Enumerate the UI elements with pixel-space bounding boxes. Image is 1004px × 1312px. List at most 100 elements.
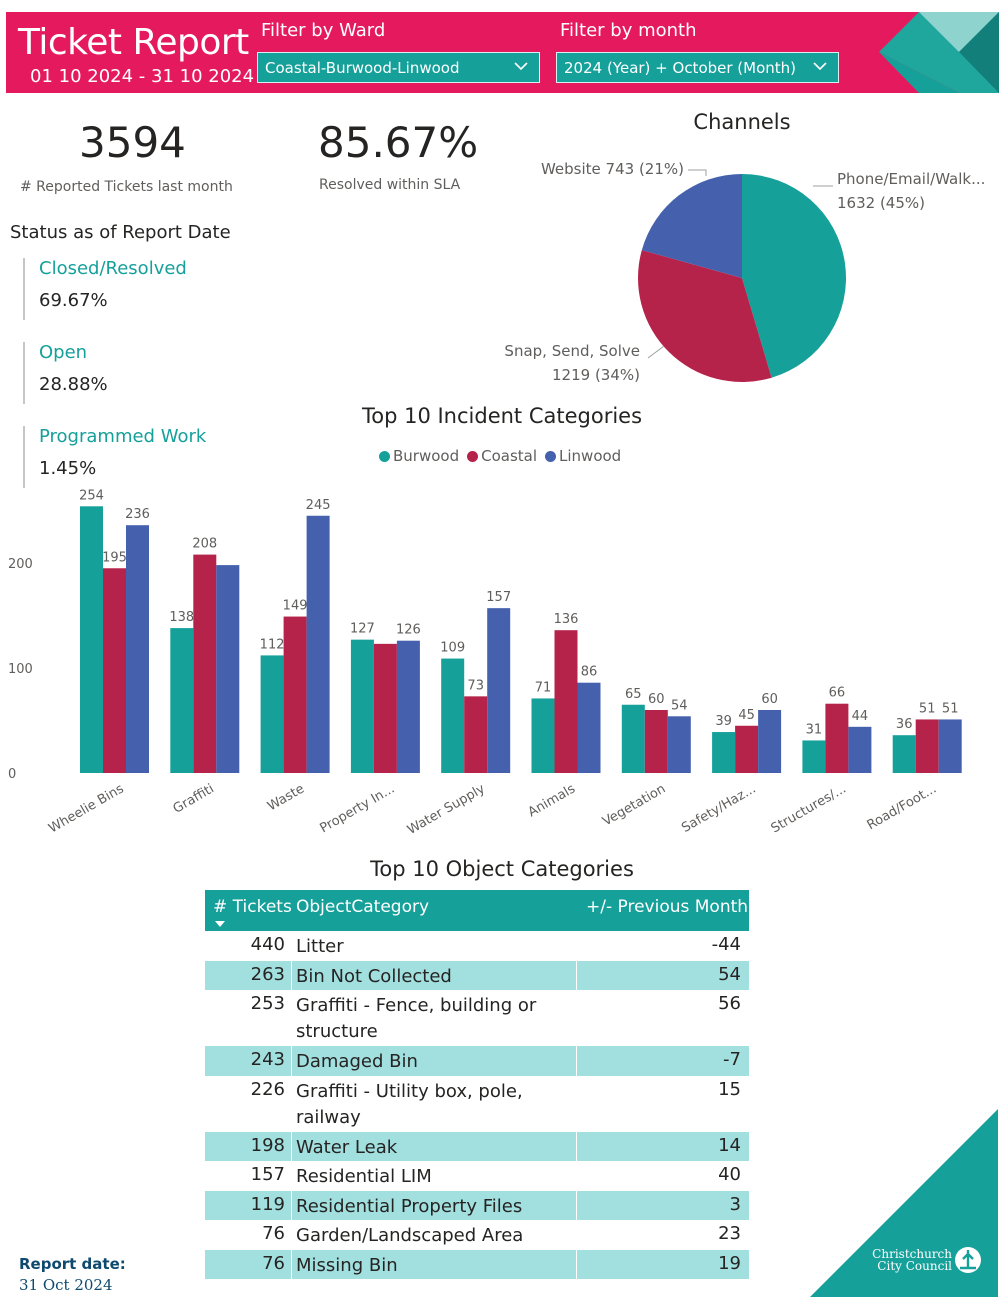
- bar[interactable]: [306, 515, 330, 773]
- bar-data-label: 60: [648, 692, 665, 707]
- y-tick-label: 100: [8, 662, 33, 677]
- ward-filter-dropdown[interactable]: Coastal-Burwood-Linwood: [257, 52, 540, 83]
- pie-slice[interactable]: [638, 250, 772, 382]
- bar[interactable]: [848, 726, 872, 773]
- bar[interactable]: [103, 568, 126, 773]
- bar[interactable]: [621, 704, 645, 773]
- bar[interactable]: [758, 710, 782, 773]
- bar[interactable]: [531, 698, 555, 773]
- bar-data-label: 39: [715, 714, 732, 729]
- logo-line2: City Council: [877, 1259, 952, 1273]
- bar[interactable]: [915, 719, 939, 773]
- bar-data-label: 157: [486, 590, 511, 605]
- table-row[interactable]: 253 Graffiti - Fence, building or structu…: [205, 990, 749, 1046]
- month-filter-value: 2024 (Year) + October (Month): [564, 59, 797, 77]
- row-tickets: 76: [262, 1252, 285, 1274]
- bar[interactable]: [464, 696, 488, 773]
- incident-categories-bar-chart: 0 100 200 254 195 236 Wheelie Bins 138 208 Graffi…: [8, 488, 962, 838]
- y-tick-label: 200: [8, 557, 33, 572]
- bar-data-label: 36: [896, 717, 913, 732]
- bar-data-label: 236: [125, 507, 150, 522]
- reported-tickets-label: # Reported Tickets last month: [20, 179, 233, 195]
- row-diff: 3: [729, 1193, 741, 1215]
- month-filter-label: Filter by month: [560, 20, 697, 41]
- row-tickets: 119: [250, 1193, 285, 1215]
- bar-data-label: 195: [102, 550, 127, 565]
- bar[interactable]: [554, 630, 578, 773]
- bar[interactable]: [283, 616, 307, 773]
- pie-slice-value: 1632 (45%): [837, 194, 925, 212]
- table-row[interactable]: 226 Graffiti - Utility box, pole, railway…: [205, 1076, 749, 1132]
- sla-value: 85.67%: [318, 118, 479, 167]
- bar[interactable]: [373, 643, 397, 773]
- table-row[interactable]: 243 Damaged Bin -7: [205, 1046, 749, 1076]
- bar[interactable]: [441, 658, 465, 773]
- row-tickets: 263: [250, 963, 285, 985]
- header-object-category[interactable]: ObjectCategory: [296, 897, 430, 917]
- bar[interactable]: [80, 506, 103, 773]
- table-row[interactable]: 198 Water Leak 14: [205, 1131, 749, 1161]
- report-date-label: Report date:: [19, 1255, 126, 1273]
- table-row[interactable]: 440 Litter -44: [205, 931, 749, 961]
- bar-data-label: 51: [942, 701, 959, 716]
- date-range: 01 10 2024 - 31 10 2024: [30, 66, 255, 87]
- ward-filter-label: Filter by Ward: [261, 20, 386, 41]
- row-category: Missing Bin: [296, 1254, 398, 1276]
- bar-chart-legend: Burwood Coastal Linwood: [379, 447, 621, 465]
- bar[interactable]: [396, 640, 420, 773]
- bar-data-label: 54: [671, 698, 688, 713]
- status-value: 1.45%: [39, 458, 97, 479]
- legend-dot-coastal: [467, 450, 479, 462]
- row-diff: 19: [718, 1252, 741, 1274]
- table-row[interactable]: 263 Bin Not Collected 54: [205, 960, 749, 990]
- row-diff: 40: [718, 1164, 741, 1185]
- bar[interactable]: [216, 565, 240, 773]
- bar[interactable]: [667, 716, 691, 773]
- x-tick-label: Vegetation: [600, 781, 668, 829]
- bar[interactable]: [735, 725, 759, 773]
- bar[interactable]: [644, 710, 668, 773]
- bar[interactable]: [712, 732, 736, 773]
- bar-data-label: 60: [761, 692, 778, 707]
- legend-dot-burwood: [379, 450, 390, 462]
- pie-slice-value: 1219 (34%): [552, 366, 640, 384]
- bar[interactable]: [825, 703, 849, 773]
- pie-slice-label: Phone/Email/Walk...: [837, 170, 985, 188]
- bar-data-label: 208: [192, 537, 217, 552]
- logo-line1: Christchurch: [872, 1247, 952, 1261]
- y-tick-label: 0: [8, 767, 16, 782]
- bar[interactable]: [193, 554, 217, 773]
- table-row[interactable]: 76 Missing Bin 19: [205, 1249, 749, 1279]
- x-tick-label: Road/Foot...: [865, 781, 940, 833]
- table-row[interactable]: 119 Residential Property Files 3: [205, 1190, 749, 1220]
- pie-slice[interactable]: [742, 174, 846, 378]
- council-logo-icon: [955, 1247, 981, 1273]
- header-tickets[interactable]: # Tickets: [213, 897, 292, 927]
- table-row[interactable]: 157 Residential LIM 40: [205, 1161, 749, 1191]
- row-diff: 56: [718, 993, 741, 1014]
- bar[interactable]: [350, 639, 374, 773]
- row-category: Water Leak: [296, 1136, 398, 1158]
- month-filter-dropdown[interactable]: 2024 (Year) + October (Month): [556, 52, 839, 83]
- bar[interactable]: [126, 525, 149, 773]
- bar[interactable]: [487, 608, 511, 773]
- bar[interactable]: [260, 655, 284, 773]
- legend-label: Burwood: [393, 447, 460, 465]
- bar[interactable]: [892, 735, 916, 773]
- corner-decoration: [810, 1109, 998, 1297]
- pie-slice[interactable]: [641, 174, 742, 278]
- channels-pie-chart: Phone/Email/Walk... 1632 (45%) Snap, Send,…: [504, 160, 985, 384]
- reported-tickets-value: 3594: [79, 118, 186, 167]
- x-tick-label: Wheelie Bins: [46, 781, 126, 836]
- status-open-card: Open 28.88%: [23, 342, 243, 404]
- row-diff: 15: [718, 1078, 741, 1100]
- header-diff[interactable]: +/- Previous Month: [586, 897, 749, 917]
- row-diff: -44: [711, 934, 741, 955]
- bar[interactable]: [938, 719, 962, 773]
- table-row[interactable]: 76 Garden/Landscaped Area 23: [205, 1220, 749, 1250]
- bar[interactable]: [170, 628, 194, 773]
- bar-data-label: 109: [440, 641, 465, 656]
- row-tickets: 198: [250, 1134, 285, 1156]
- bar[interactable]: [577, 682, 601, 773]
- bar[interactable]: [802, 740, 826, 773]
